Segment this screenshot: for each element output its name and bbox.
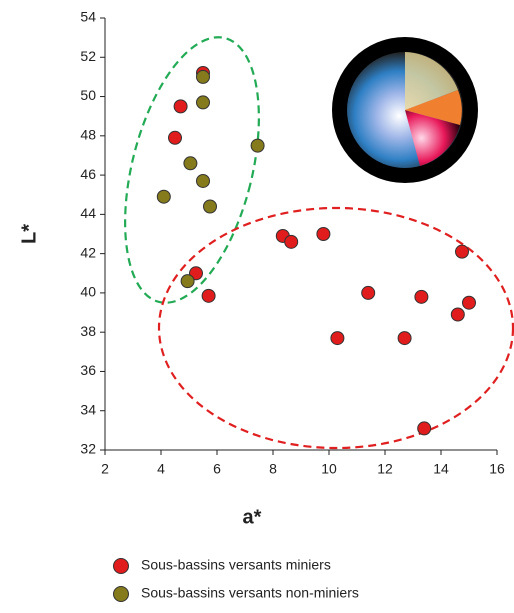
point <box>417 421 432 436</box>
x-tick-label: 8 <box>269 461 277 477</box>
group-ellipse <box>157 206 514 450</box>
y-tick-label: 46 <box>80 166 96 182</box>
point <box>397 331 412 346</box>
point <box>173 99 188 114</box>
color-wheel <box>332 37 478 183</box>
y-axis-label: L* <box>18 224 40 244</box>
y-tick-label: 36 <box>80 362 96 378</box>
y-tick-label: 44 <box>80 205 96 221</box>
y-tick-label: 38 <box>80 323 96 339</box>
x-tick-label: 4 <box>157 461 165 477</box>
point <box>450 307 465 322</box>
point <box>156 189 171 204</box>
x-axis-label: a* <box>243 506 262 528</box>
x-tick-label: 14 <box>433 461 449 477</box>
point <box>414 289 429 304</box>
y-tick-label: 50 <box>80 87 96 103</box>
point <box>196 95 210 110</box>
y-tick-label: 48 <box>80 127 96 143</box>
legend-label: Sous-bassins versants miniers <box>141 557 331 573</box>
x-tick-label: 10 <box>321 461 337 477</box>
y-tick-label: 32 <box>80 441 96 457</box>
point <box>361 285 376 300</box>
point <box>462 295 476 310</box>
point <box>330 331 345 346</box>
point <box>201 288 216 303</box>
x-tick-label: 6 <box>213 461 221 477</box>
y-tick-label: 54 <box>80 9 96 25</box>
point <box>168 130 182 145</box>
point <box>196 173 210 188</box>
legend-marker <box>113 586 129 602</box>
point <box>250 138 265 153</box>
legend-marker <box>113 558 129 574</box>
point <box>196 69 210 84</box>
x-tick-label: 2 <box>101 461 109 477</box>
point <box>284 234 299 249</box>
x-tick-label: 12 <box>377 461 393 477</box>
point <box>180 274 195 289</box>
point <box>183 156 198 171</box>
y-tick-label: 42 <box>80 244 96 260</box>
point <box>455 244 469 259</box>
group-ellipse <box>124 36 260 304</box>
x-tick-label: 16 <box>489 461 505 477</box>
point <box>316 227 331 241</box>
y-tick-label: 52 <box>80 48 96 64</box>
y-tick-label: 40 <box>80 284 96 300</box>
y-tick-label: 34 <box>80 401 96 417</box>
point <box>203 199 217 214</box>
legend-label: Sous-bassins versants non-miniers <box>141 585 359 601</box>
